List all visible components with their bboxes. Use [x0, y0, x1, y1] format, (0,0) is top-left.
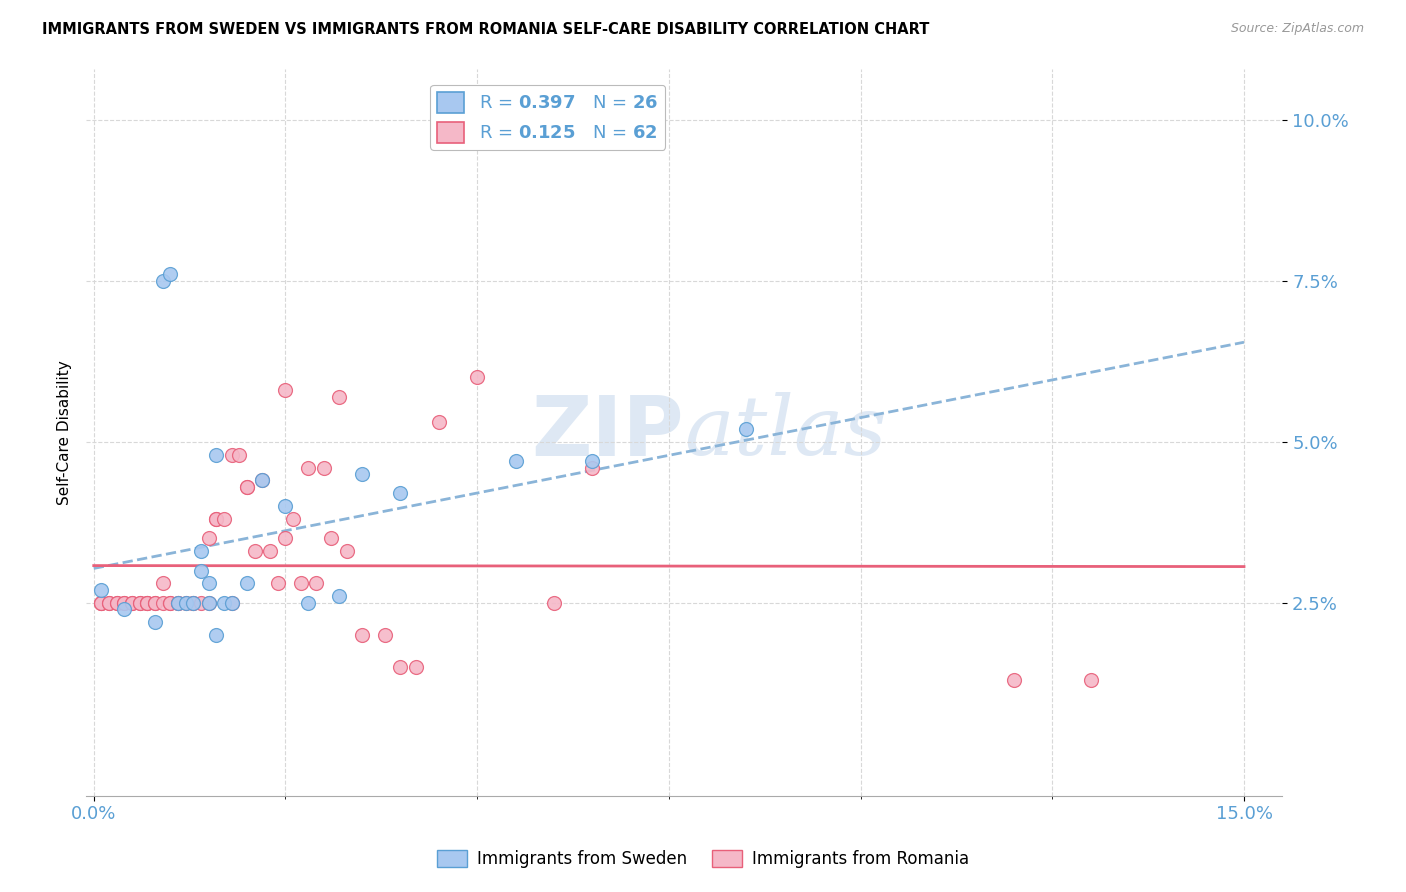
Point [197, 596, 219, 610]
Point [405, 660, 427, 674]
Point [389, 660, 412, 674]
Point [259, 544, 281, 558]
Point [190, 596, 212, 610]
Point [143, 596, 166, 610]
Point [174, 596, 197, 610]
Point [374, 628, 396, 642]
Point [581, 454, 603, 468]
Point [167, 596, 190, 610]
Text: IMMIGRANTS FROM SWEDEN VS IMMIGRANTS FROM ROMANIA SELF-CARE DISABILITY CORRELATI: IMMIGRANTS FROM SWEDEN VS IMMIGRANTS FRO… [42, 22, 929, 37]
Point [252, 474, 274, 488]
Point [205, 448, 228, 462]
Point [352, 467, 374, 481]
Point [197, 576, 219, 591]
Point [274, 532, 297, 546]
Point [543, 596, 565, 610]
Point [228, 448, 250, 462]
Point [190, 544, 212, 558]
Legend: Immigrants from Sweden, Immigrants from Romania: Immigrants from Sweden, Immigrants from … [430, 843, 976, 875]
Point [581, 460, 603, 475]
Point [243, 544, 266, 558]
Point [167, 596, 190, 610]
Point [312, 460, 335, 475]
Point [159, 268, 181, 282]
Point [112, 602, 135, 616]
Point [328, 390, 350, 404]
Point [252, 474, 274, 488]
Point [221, 596, 243, 610]
Point [105, 596, 128, 610]
Point [152, 596, 174, 610]
Point [190, 564, 212, 578]
Point [152, 274, 174, 288]
Point [281, 512, 304, 526]
Point [174, 596, 197, 610]
Point [221, 596, 243, 610]
Text: ZIP: ZIP [531, 392, 685, 473]
Point [205, 512, 228, 526]
Text: atlas: atlas [685, 392, 887, 472]
Point [1080, 673, 1102, 687]
Point [297, 460, 319, 475]
Point [105, 596, 128, 610]
Point [305, 576, 328, 591]
Point [112, 596, 135, 610]
Point [112, 596, 135, 610]
Point [90, 596, 112, 610]
Point [90, 596, 112, 610]
Point [321, 532, 343, 546]
Point [136, 596, 159, 610]
Point [427, 416, 450, 430]
Point [197, 596, 219, 610]
Point [98, 596, 121, 610]
Point [183, 596, 205, 610]
Point [121, 596, 143, 610]
Point [297, 596, 319, 610]
Point [121, 596, 143, 610]
Point [205, 628, 228, 642]
Point [128, 596, 150, 610]
Point [274, 499, 297, 513]
Point [143, 596, 166, 610]
Point [183, 596, 205, 610]
Point [167, 596, 190, 610]
Point [328, 589, 350, 603]
Point [136, 596, 159, 610]
Point [212, 512, 235, 526]
Point [152, 576, 174, 591]
Point [236, 480, 259, 494]
Point [90, 596, 112, 610]
Point [212, 596, 235, 610]
Point [465, 370, 488, 384]
Point [236, 576, 259, 591]
Point [136, 596, 159, 610]
Point [143, 615, 166, 629]
Point [159, 596, 181, 610]
Point [128, 596, 150, 610]
Legend: R = $\mathbf{0.397}$   N = $\mathbf{26}$, R = $\mathbf{0.125}$   N = $\mathbf{62: R = $\mathbf{0.397}$ N = $\mathbf{26}$, … [430, 85, 665, 150]
Point [267, 576, 290, 591]
Point [505, 454, 527, 468]
Point [290, 576, 312, 591]
Point [98, 596, 121, 610]
Point [389, 486, 412, 500]
Point [205, 512, 228, 526]
Point [1002, 673, 1025, 687]
Point [236, 480, 259, 494]
Point [734, 422, 756, 436]
Point [159, 596, 181, 610]
Point [221, 448, 243, 462]
Point [183, 596, 205, 610]
Point [352, 628, 374, 642]
Point [336, 544, 359, 558]
Point [90, 582, 112, 597]
Point [274, 384, 297, 398]
Text: Source: ZipAtlas.com: Source: ZipAtlas.com [1230, 22, 1364, 36]
Point [197, 532, 219, 546]
Y-axis label: Self-Care Disability: Self-Care Disability [58, 359, 72, 505]
